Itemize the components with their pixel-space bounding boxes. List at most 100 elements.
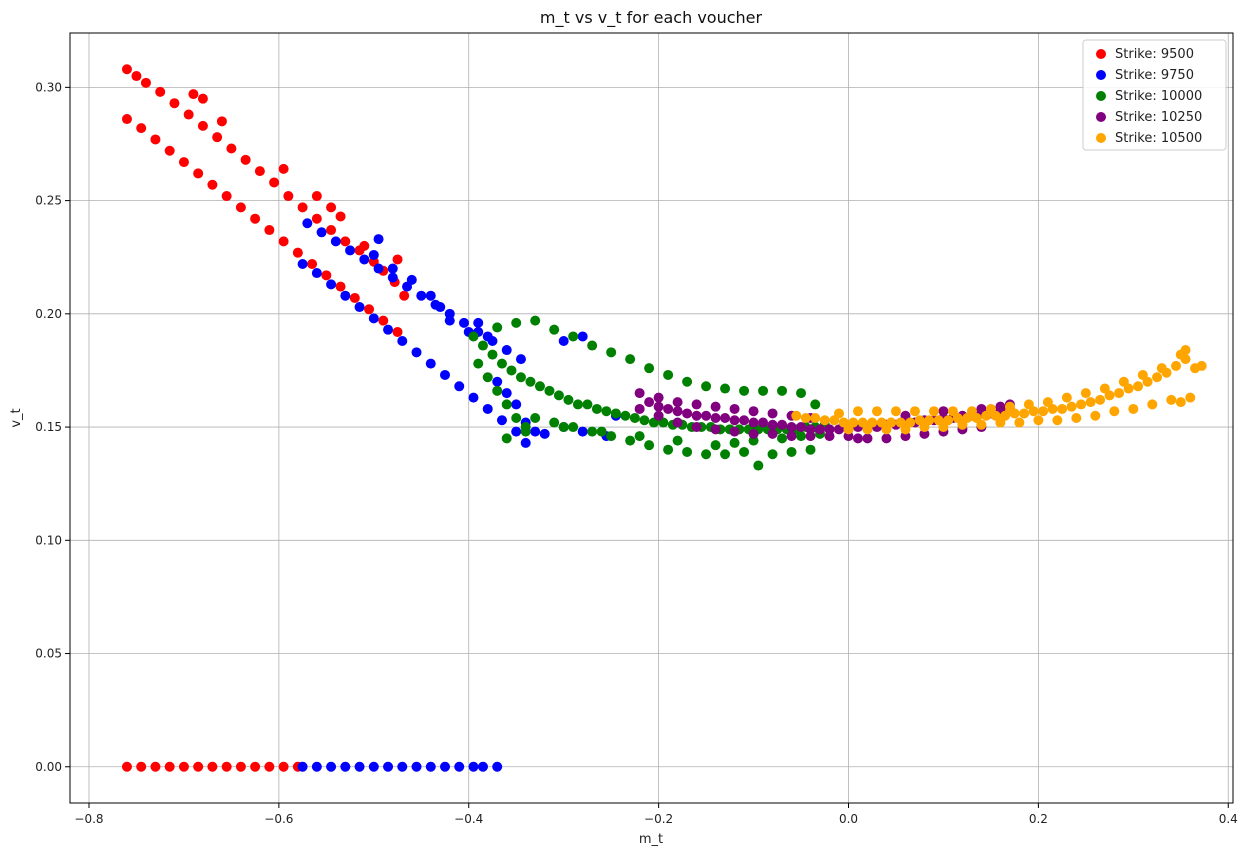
data-point	[406, 274, 417, 285]
y-tick-label: 0.20	[35, 307, 62, 321]
data-point	[454, 761, 465, 772]
plot-frame	[69, 32, 1234, 804]
data-point	[1175, 397, 1186, 408]
data-point	[216, 116, 227, 127]
data-point	[591, 403, 602, 414]
data-point	[767, 408, 778, 419]
data-point	[511, 413, 522, 423]
data-point	[682, 408, 693, 419]
data-point	[834, 408, 845, 419]
data-point	[1019, 408, 1030, 419]
data-point	[568, 422, 579, 433]
data-point	[164, 761, 175, 772]
data-point	[577, 331, 588, 342]
data-point	[620, 410, 631, 421]
data-point	[691, 422, 702, 433]
data-point	[240, 154, 251, 165]
data-point	[1180, 345, 1191, 356]
legend-marker	[1096, 91, 1106, 101]
data-point	[796, 388, 807, 399]
y-tick-label: 0.30	[35, 80, 62, 94]
data-point	[235, 761, 246, 772]
data-point	[796, 422, 807, 433]
data-point	[435, 302, 446, 313]
data-point	[786, 446, 797, 457]
data-point	[1038, 406, 1049, 417]
data-point	[349, 292, 360, 303]
data-point	[340, 236, 351, 247]
data-point	[264, 225, 275, 236]
data-point	[909, 406, 920, 417]
data-point	[136, 123, 147, 134]
data-point	[340, 290, 351, 301]
y-axis-ticks: 0.00 0.05 0.10 0.15 0.20 0.25 0.30	[35, 80, 70, 774]
data-point	[691, 410, 702, 421]
data-points	[121, 64, 1207, 772]
y-tick-label: 0.00	[35, 760, 62, 774]
data-point	[383, 761, 394, 772]
data-point	[995, 417, 1006, 428]
data-point	[492, 376, 503, 387]
data-point	[368, 761, 379, 772]
data-point	[425, 358, 436, 369]
data-point	[297, 259, 308, 269]
data-point	[928, 406, 939, 417]
data-point	[753, 460, 764, 471]
x-tick-label: 0.0	[839, 812, 858, 826]
data-point	[335, 211, 346, 222]
data-point	[136, 761, 147, 772]
data-point	[364, 304, 375, 315]
data-point	[326, 225, 337, 236]
legend-label: Strike: 10500	[1115, 131, 1202, 146]
data-point	[193, 168, 204, 179]
data-point	[188, 89, 199, 100]
data-point	[644, 363, 655, 374]
data-point	[1033, 415, 1044, 426]
x-tick-label: 0.4	[1219, 812, 1238, 826]
data-point	[387, 263, 398, 274]
data-point	[663, 444, 674, 455]
data-point	[587, 340, 598, 351]
data-point	[729, 426, 740, 437]
data-point	[534, 381, 545, 392]
data-point	[297, 202, 308, 213]
data-point	[207, 761, 218, 772]
data-point	[634, 388, 645, 399]
data-point	[511, 426, 522, 437]
data-point	[644, 440, 655, 451]
legend-label: Strike: 10250	[1115, 110, 1202, 125]
data-point	[178, 761, 189, 772]
y-tick-label: 0.05	[35, 647, 62, 661]
data-point	[1166, 394, 1177, 405]
data-point	[501, 399, 512, 410]
data-point	[701, 381, 712, 392]
data-point	[416, 290, 427, 301]
data-point	[639, 415, 650, 426]
data-point	[610, 408, 621, 419]
data-point	[938, 406, 949, 417]
data-point	[720, 383, 731, 394]
y-tick-label: 0.15	[35, 420, 62, 434]
legend-box	[1082, 39, 1227, 151]
data-point	[477, 340, 488, 351]
data-point	[767, 449, 778, 460]
data-point	[473, 317, 484, 328]
legend-marker	[1096, 133, 1106, 143]
data-point	[164, 145, 175, 156]
x-axis-ticks: −0.8 −0.6 −0.4 −0.2 0.0 0.2 0.4	[74, 803, 1238, 826]
data-point	[197, 93, 208, 104]
data-point	[606, 431, 617, 442]
data-point	[221, 191, 232, 202]
data-point	[330, 236, 341, 247]
data-point	[672, 406, 683, 417]
data-point	[1061, 392, 1072, 403]
data-point	[549, 324, 560, 335]
data-point	[653, 401, 664, 412]
data-point	[482, 372, 493, 383]
x-tick-label: −0.6	[264, 812, 293, 826]
data-point	[985, 403, 996, 414]
data-point	[373, 234, 384, 245]
data-point	[748, 417, 759, 428]
data-point	[1057, 403, 1068, 414]
